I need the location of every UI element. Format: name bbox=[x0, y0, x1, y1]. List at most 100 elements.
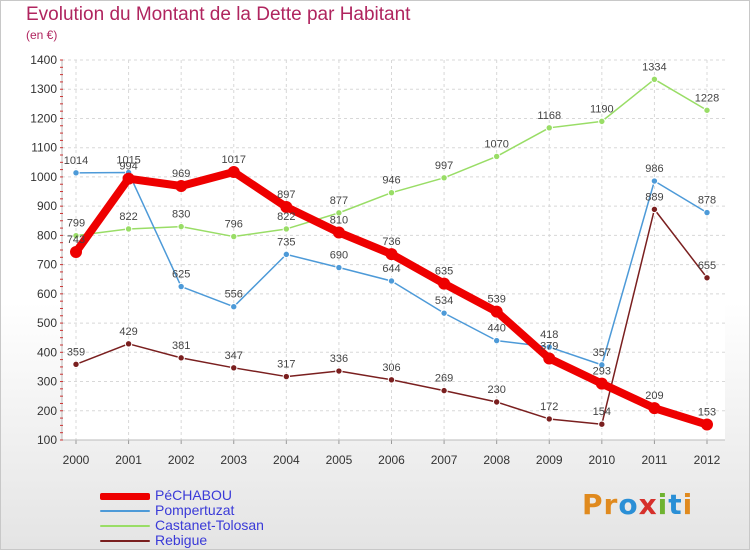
data-label: 440 bbox=[487, 323, 505, 335]
data-point bbox=[650, 205, 659, 214]
y-tick-label: 900 bbox=[37, 199, 57, 213]
y-tick-label: 1300 bbox=[30, 82, 57, 96]
data-label: 889 bbox=[645, 191, 663, 203]
data-point bbox=[650, 75, 659, 83]
chart-unit: (en €) bbox=[26, 28, 58, 42]
data-label: 822 bbox=[119, 211, 137, 223]
data-label: 830 bbox=[172, 209, 190, 221]
data-label: 799 bbox=[67, 218, 85, 230]
data-label: 822 bbox=[277, 211, 295, 223]
data-point bbox=[440, 386, 448, 395]
logo-letter: o bbox=[618, 488, 639, 521]
x-tick-label: 2001 bbox=[115, 453, 142, 467]
data-point bbox=[335, 263, 343, 272]
data-point bbox=[282, 225, 291, 233]
data-label: 644 bbox=[382, 263, 400, 275]
data-label: 878 bbox=[698, 195, 716, 207]
data-label: 625 bbox=[172, 269, 190, 281]
data-point bbox=[650, 177, 659, 185]
logo-letter: i bbox=[657, 488, 669, 521]
data-label: 1190 bbox=[590, 103, 614, 115]
data-label: 347 bbox=[225, 350, 243, 362]
legend-label: Rebigue bbox=[155, 532, 208, 548]
logo-letter: r bbox=[603, 488, 619, 521]
data-point bbox=[332, 226, 345, 239]
data-point bbox=[230, 303, 238, 311]
data-label: 357 bbox=[593, 347, 611, 359]
data-label: 1014 bbox=[64, 155, 88, 167]
data-point bbox=[124, 340, 133, 348]
data-label: 534 bbox=[435, 295, 453, 307]
data-label: 969 bbox=[172, 168, 190, 180]
x-tick-label: 2011 bbox=[642, 453, 668, 467]
data-label: 994 bbox=[119, 161, 137, 173]
data-point bbox=[227, 165, 240, 178]
data-label: 172 bbox=[540, 401, 558, 413]
data-label: 897 bbox=[277, 189, 295, 201]
data-point bbox=[177, 282, 185, 291]
y-tick-label: 1400 bbox=[30, 53, 57, 67]
x-tick-label: 2002 bbox=[168, 453, 195, 467]
y-tick-label: 500 bbox=[37, 316, 57, 330]
x-tick-label: 2009 bbox=[536, 453, 563, 467]
legend-swatch bbox=[100, 525, 150, 527]
data-label: 1334 bbox=[642, 61, 666, 73]
data-label: 429 bbox=[119, 326, 137, 338]
data-point bbox=[230, 232, 238, 241]
data-label: 1168 bbox=[537, 110, 561, 122]
data-label: 1070 bbox=[484, 138, 508, 150]
data-point bbox=[490, 305, 503, 318]
data-point bbox=[598, 420, 606, 428]
data-label: 153 bbox=[698, 407, 716, 419]
data-point bbox=[72, 169, 80, 177]
data-label: 336 bbox=[330, 353, 348, 365]
data-point bbox=[124, 225, 133, 233]
data-label: 735 bbox=[277, 236, 295, 248]
legend-swatch bbox=[100, 540, 150, 542]
data-label: 306 bbox=[382, 362, 400, 374]
y-tick-label: 100 bbox=[37, 433, 57, 447]
data-label: 635 bbox=[435, 266, 453, 278]
y-tick-label: 400 bbox=[37, 345, 57, 359]
legend-label: Castanet-Tolosan bbox=[155, 517, 264, 533]
data-point bbox=[648, 402, 661, 415]
data-label: 743 bbox=[67, 234, 85, 246]
legend-label: PéCHABOU bbox=[155, 487, 233, 503]
data-point bbox=[70, 246, 82, 259]
x-tick-label: 2006 bbox=[378, 453, 405, 467]
data-point bbox=[545, 124, 553, 132]
data-point bbox=[122, 172, 135, 185]
logo-letter: P bbox=[582, 488, 604, 521]
proxiti-logo: Proxiti bbox=[582, 488, 693, 521]
data-label: 381 bbox=[172, 340, 190, 352]
data-label: 986 bbox=[645, 163, 663, 175]
data-label: 154 bbox=[593, 406, 611, 418]
data-point bbox=[385, 248, 398, 261]
data-point bbox=[440, 309, 448, 317]
chart-title: Evolution du Montant de la Dette par Hab… bbox=[26, 4, 411, 25]
data-label: 1228 bbox=[695, 92, 719, 104]
data-label: 796 bbox=[225, 219, 243, 231]
data-point bbox=[598, 117, 606, 126]
data-point bbox=[492, 336, 501, 345]
x-tick-label: 2012 bbox=[694, 453, 721, 467]
data-label: 877 bbox=[330, 195, 348, 207]
y-tick-label: 700 bbox=[37, 258, 57, 272]
data-label: 946 bbox=[382, 175, 400, 187]
y-tick-label: 1000 bbox=[30, 170, 57, 184]
data-label: 539 bbox=[487, 294, 505, 306]
data-point bbox=[701, 418, 713, 431]
data-point bbox=[703, 208, 711, 217]
data-point bbox=[595, 377, 608, 390]
y-tick-label: 1200 bbox=[30, 111, 57, 125]
data-label: 418 bbox=[540, 329, 558, 341]
data-point bbox=[72, 231, 80, 240]
data-point bbox=[282, 250, 291, 259]
x-tick-label: 2003 bbox=[220, 453, 247, 467]
data-point bbox=[543, 352, 556, 365]
legend-label: Pompertuzat bbox=[155, 502, 235, 518]
data-point bbox=[177, 354, 185, 362]
data-label: 690 bbox=[330, 250, 348, 262]
y-tick-label: 1100 bbox=[31, 141, 57, 155]
data-point bbox=[387, 189, 396, 197]
